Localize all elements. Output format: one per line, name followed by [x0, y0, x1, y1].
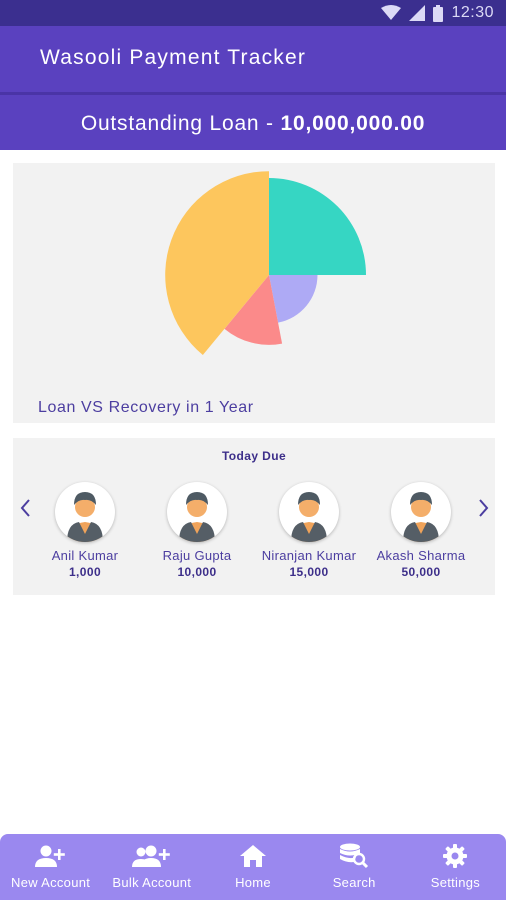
due-person-amount: 1,000 [68, 565, 102, 579]
person-avatar-icon [67, 492, 103, 542]
home-icon [240, 845, 266, 867]
pie-slice-1[interactable] [269, 178, 366, 275]
avatar [167, 482, 227, 542]
pie-slice-2[interactable] [269, 275, 318, 323]
chevron-right-icon[interactable] [473, 496, 493, 520]
nav-label: Settings [430, 875, 481, 890]
pie-slice-4[interactable] [165, 171, 269, 355]
due-person-amount: 10,000 [177, 565, 217, 579]
outstanding-loan-text: Outstanding Loan - 10,000,000.00 [81, 112, 425, 136]
nav-settings[interactable]: Settings [405, 834, 506, 900]
today-due-card: Today Due Anil Kumar 1,000 [13, 438, 495, 595]
pie-slice-3[interactable] [224, 275, 283, 345]
chart-caption: Loan VS Recovery in 1 Year [38, 399, 254, 416]
due-person-name: Anil Kumar [51, 548, 119, 563]
person-avatar-icon [403, 492, 439, 542]
nav-new-account[interactable]: New Account [0, 834, 101, 900]
nav-search[interactable]: Search [304, 834, 405, 900]
loan-recovery-pie-chart[interactable] [13, 163, 495, 393]
avatar [55, 482, 115, 542]
avatar [391, 482, 451, 542]
due-person-card[interactable]: Niranjan Kumar 15,000 [254, 482, 364, 579]
avatar [279, 482, 339, 542]
status-icons: 12:30 [381, 4, 494, 22]
due-person-card[interactable]: Akash Sharma 50,000 [366, 482, 476, 579]
outstanding-loan-value: 10,000,000.00 [280, 112, 426, 135]
due-person-card[interactable]: Anil Kumar 1,000 [30, 482, 140, 579]
outstanding-loan-banner: Outstanding Loan - 10,000,000.00 [0, 95, 506, 150]
nav-label: Search [332, 875, 376, 890]
app-title: Wasooli Payment Tracker [40, 46, 307, 69]
search-database-icon [340, 843, 369, 869]
person-avatar-icon [179, 492, 215, 542]
due-person-amount: 50,000 [401, 565, 441, 579]
chevron-left-icon[interactable] [16, 496, 36, 520]
add-group-icon [131, 845, 170, 867]
today-due-title: Today Due [221, 449, 287, 463]
bottom-navigation: New Account Bulk Account Ho [0, 834, 506, 900]
due-person-name: Akash Sharma [376, 548, 466, 563]
signal-icon [409, 5, 426, 21]
gear-icon [443, 844, 468, 868]
nav-home[interactable]: Home [202, 834, 303, 900]
loan-recovery-chart-card[interactable]: Loan VS Recovery in 1 Year [13, 163, 495, 423]
status-bar: 12:30 [0, 0, 506, 26]
nav-bulk-account[interactable]: Bulk Account [101, 834, 202, 900]
due-person-name: Raju Gupta [162, 548, 232, 563]
status-time: 12:30 [451, 4, 494, 21]
nav-label: Bulk Account [112, 875, 192, 890]
header-divider [0, 92, 506, 95]
due-person-amount: 15,000 [289, 565, 329, 579]
app-bar: Wasooli Payment Tracker [0, 26, 506, 92]
due-person-card[interactable]: Raju Gupta 10,000 [142, 482, 252, 579]
nav-label: New Account [11, 875, 91, 890]
battery-icon [433, 4, 444, 22]
due-person-name: Niranjan Kumar [261, 548, 357, 563]
outstanding-loan-label: Outstanding Loan - [80, 112, 281, 135]
person-avatar-icon [291, 492, 327, 542]
add-person-icon [34, 845, 65, 867]
nav-label: Home [235, 875, 271, 890]
wifi-icon [381, 5, 402, 20]
